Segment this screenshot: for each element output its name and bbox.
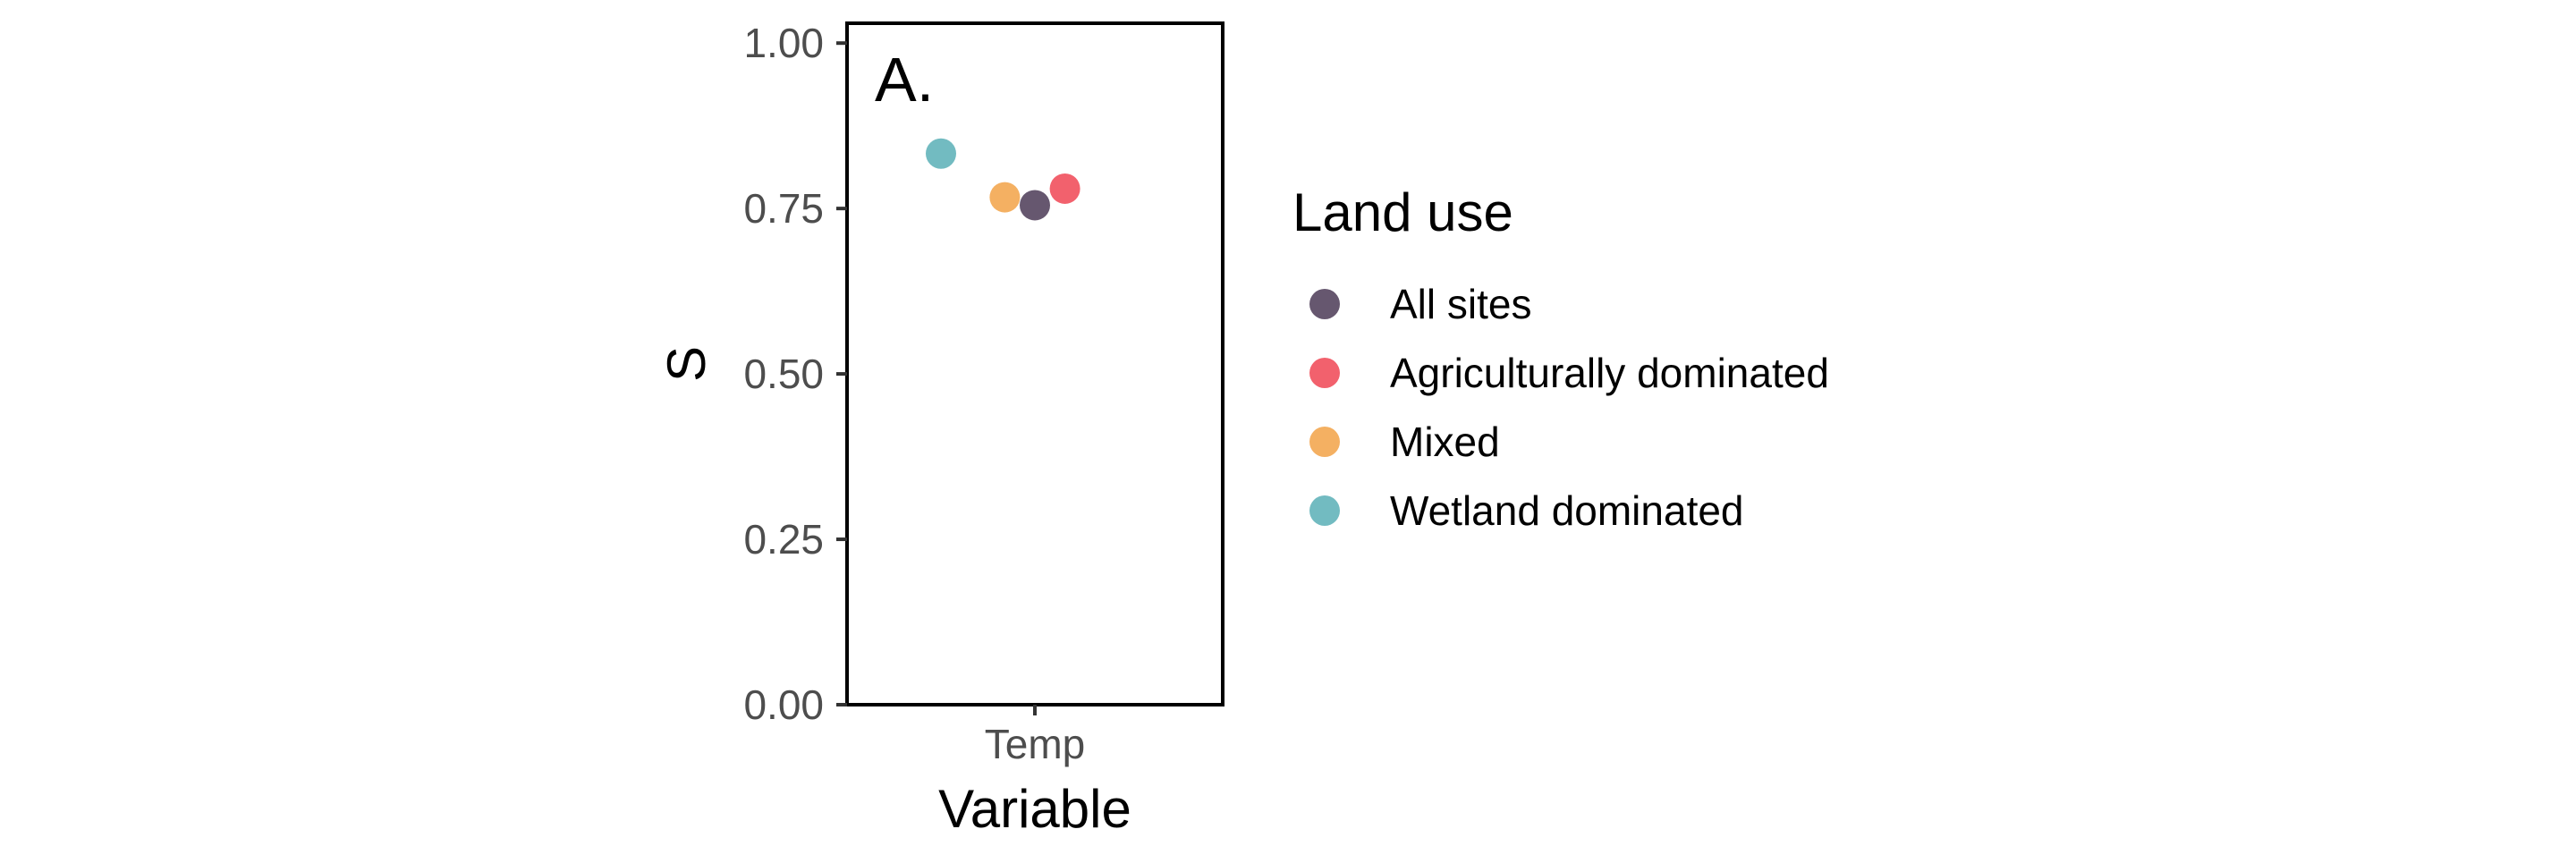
legend-label-wetland-dominated: Wetland dominated	[1390, 487, 1744, 534]
legend: Land use All sites Agriculturally dominat…	[1292, 182, 1829, 534]
y-tick-label: 0.50	[743, 351, 824, 397]
x-tick-label: Temp	[985, 721, 1085, 767]
y-tick-label: 0.25	[743, 516, 824, 563]
y-tick-label: 1.00	[743, 20, 824, 66]
data-points	[926, 138, 1080, 221]
panel-tag: A.	[875, 45, 934, 114]
data-point-mixed	[989, 182, 1021, 213]
y-axis-title: S	[657, 346, 716, 382]
legend-key-wetland-dominated	[1309, 495, 1340, 526]
legend-key-agriculturally-dominated	[1309, 358, 1340, 388]
y-tick-label: 0.00	[743, 681, 824, 728]
legend-title: Land use	[1292, 182, 1513, 242]
legend-label-mixed: Mixed	[1390, 419, 1500, 465]
x-axis-title: Variable	[938, 779, 1131, 839]
data-point-wetland-dominated	[926, 138, 956, 169]
data-point-agriculturally-dominated	[1049, 173, 1080, 204]
y-tick-label: 0.75	[743, 185, 824, 232]
plot-panel	[845, 21, 1224, 706]
legend-key-mixed	[1309, 427, 1340, 457]
y-axis: 0.00 0.25 0.50 0.75 1.00	[743, 20, 847, 728]
legend-key-all-sites	[1309, 289, 1340, 319]
x-axis: Temp	[985, 705, 1085, 767]
legend-label-agriculturally-dominated: Agriculturally dominated	[1390, 350, 1829, 396]
legend-items: All sites Agriculturally dominated Mixed We…	[1309, 281, 1829, 534]
data-point-all-sites	[1020, 190, 1050, 221]
legend-label-all-sites: All sites	[1390, 281, 1531, 327]
